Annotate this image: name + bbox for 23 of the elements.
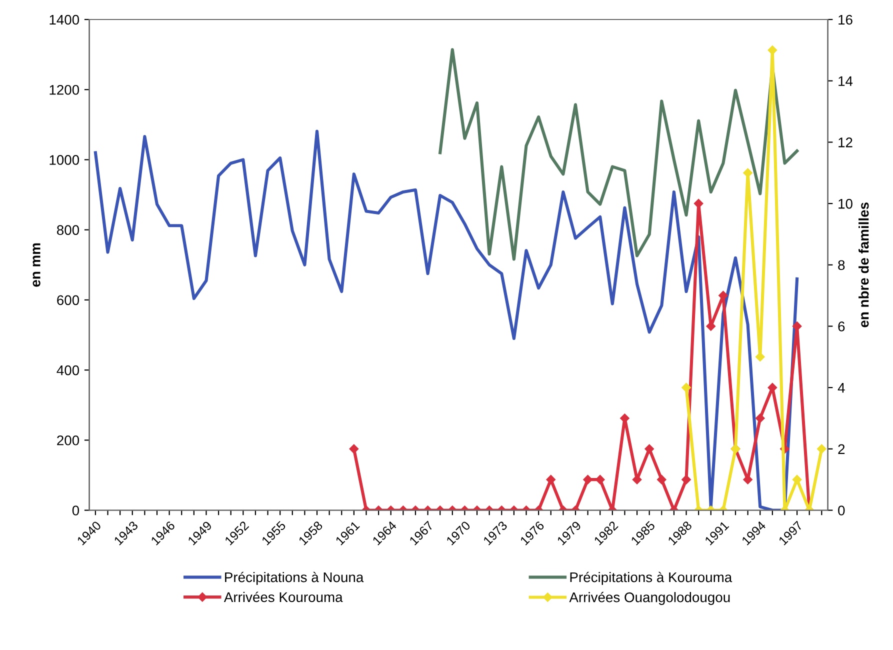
legend-label: Arrivées Kourouma [224, 592, 343, 602]
y2-tick-label: 14 [838, 76, 853, 86]
legend-label: Précipitations à Kourouma [570, 572, 732, 585]
legend-label: Arrivées Ouangolodougou [569, 592, 730, 605]
y2-tick-label: 10 [838, 198, 852, 209]
y-tick-label: 0 [72, 506, 80, 516]
y2-tick-label: 12 [838, 138, 852, 148]
legend-label: Précipitations à Nouna [225, 572, 364, 585]
y2-tick-label: 16 [838, 14, 852, 25]
y-tick-label: 1200 [50, 84, 80, 95]
y2-tick-label: 0 [838, 506, 845, 516]
y2-tick-label: 6 [838, 322, 845, 332]
y-tick-label: 200 [57, 435, 80, 446]
y2-tick-label: 2 [838, 444, 845, 454]
y-axis-title: en mm [32, 243, 40, 287]
y-tick-label: 1400 [50, 14, 80, 25]
y-tick-label: 800 [57, 225, 80, 235]
y2-tick-label: 8 [838, 260, 845, 270]
y-tick-label: 600 [57, 295, 80, 306]
y-tick-label: 400 [56, 365, 80, 376]
y2-axis-title: en nbre de familles [858, 202, 869, 328]
y-tick-label: 1000 [50, 155, 80, 165]
y2-tick-label: 4 [838, 383, 845, 393]
